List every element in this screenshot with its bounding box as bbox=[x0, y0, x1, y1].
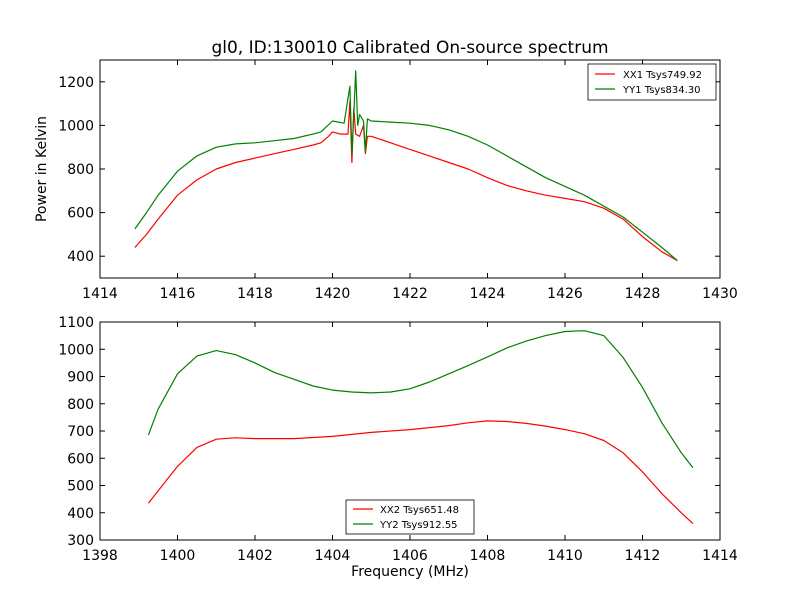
bottom-ytick-label: 500 bbox=[67, 479, 94, 495]
bottom-chart-panel: Frequency (MHz) 1398 1400 1402 1404 1406 1408… bbox=[58, 315, 738, 580]
bottom-xtick-label: 1406 bbox=[392, 548, 428, 564]
bottom-ytick-label: 400 bbox=[67, 506, 94, 522]
bottom-xtick-label: 1408 bbox=[470, 548, 506, 564]
bottom-chart-xlabel: Frequency (MHz) bbox=[351, 564, 469, 580]
bottom-chart-ticks-layer: 1398 1400 1402 1404 1406 1408 1410 1412 1414 300 4… bbox=[58, 315, 738, 564]
top-xtick-label: 1420 bbox=[315, 286, 351, 302]
top-chart-title: gl0, ID:130010 Calibrated On-source spec… bbox=[211, 38, 608, 58]
top-xtick-label: 1430 bbox=[702, 286, 738, 302]
bottom-legend-label-yy2: YY2 Tsys912.55 bbox=[379, 520, 458, 531]
top-ytick-label: 1200 bbox=[58, 75, 94, 91]
top-chart-legend: XX1 Tsys749.92 YY1 Tsys834.30 bbox=[587, 63, 717, 101]
bottom-series-line-1 bbox=[147, 330, 694, 469]
top-chart-ticks-layer: 1414 1416 1418 1420 1422 1424 1426 1428 1430 400 6… bbox=[58, 60, 738, 302]
top-chart-series-layer bbox=[134, 70, 678, 262]
bottom-chart-legend: XX2 Tsys651.48 YY2 Tsys912.55 bbox=[345, 499, 475, 535]
top-xtick-label: 1428 bbox=[625, 286, 661, 302]
top-chart-panel: gl0, ID:130010 Calibrated On-source spec… bbox=[34, 38, 738, 302]
bottom-ytick-label: 1100 bbox=[58, 315, 94, 331]
bottom-chart-series-layer bbox=[147, 330, 694, 525]
bottom-series-line-0 bbox=[147, 420, 694, 525]
bottom-ytick-label: 1000 bbox=[58, 342, 94, 358]
bottom-xtick-label: 1398 bbox=[82, 548, 118, 564]
top-series-line-1 bbox=[134, 70, 678, 262]
top-legend-label-yy1: YY1 Tsys834.30 bbox=[622, 85, 701, 96]
top-chart-ylabel: Power in Kelvin bbox=[34, 116, 50, 222]
bottom-ytick-label: 600 bbox=[67, 451, 94, 467]
bottom-ytick-label: 800 bbox=[67, 397, 94, 413]
bottom-ytick-label: 900 bbox=[67, 370, 94, 386]
top-xtick-label: 1426 bbox=[547, 286, 583, 302]
bottom-legend-label-xx2: XX2 Tsys651.48 bbox=[380, 505, 459, 516]
top-ytick-label: 600 bbox=[67, 206, 94, 222]
top-legend-label-xx1: XX1 Tsys749.92 bbox=[623, 70, 702, 81]
bottom-chart-axes-frame bbox=[99, 321, 721, 541]
bottom-xtick-label: 1400 bbox=[160, 548, 196, 564]
top-series-line-0 bbox=[134, 100, 678, 262]
top-ytick-label: 400 bbox=[67, 249, 94, 265]
top-ytick-label: 800 bbox=[67, 162, 94, 178]
bottom-ytick-label: 700 bbox=[67, 424, 94, 440]
top-xtick-label: 1424 bbox=[470, 286, 506, 302]
top-chart-legend-box bbox=[587, 63, 717, 101]
top-xtick-label: 1418 bbox=[237, 286, 273, 302]
top-xtick-label: 1422 bbox=[392, 286, 428, 302]
bottom-xtick-label: 1412 bbox=[625, 548, 661, 564]
bottom-xtick-label: 1410 bbox=[547, 548, 583, 564]
bottom-xtick-label: 1402 bbox=[237, 548, 273, 564]
top-xtick-label: 1416 bbox=[160, 286, 196, 302]
top-xtick-label: 1414 bbox=[82, 286, 118, 302]
top-chart-axes-frame bbox=[99, 59, 721, 279]
top-ytick-label: 1000 bbox=[58, 118, 94, 134]
bottom-xtick-label: 1414 bbox=[702, 548, 738, 564]
bottom-ytick-label: 300 bbox=[67, 533, 94, 549]
bottom-xtick-label: 1404 bbox=[315, 548, 351, 564]
bottom-chart-legend-box bbox=[345, 499, 475, 535]
